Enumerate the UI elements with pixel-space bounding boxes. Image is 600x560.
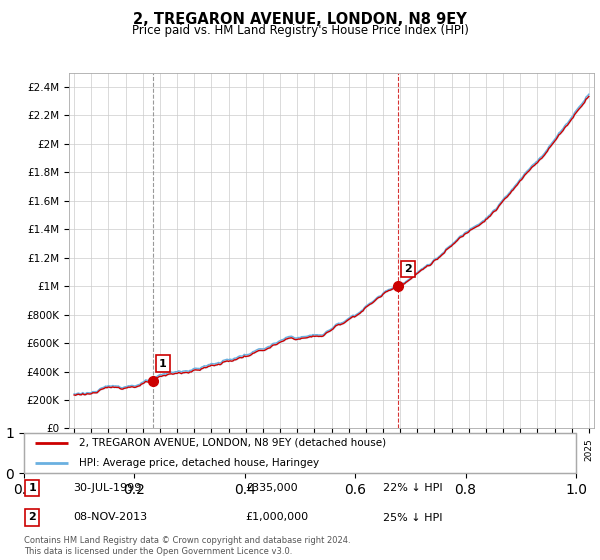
Text: 2, TREGARON AVENUE, LONDON, N8 9EY (detached house): 2, TREGARON AVENUE, LONDON, N8 9EY (deta…	[79, 438, 386, 448]
Text: 30-JUL-1999: 30-JUL-1999	[74, 483, 142, 493]
Text: 08-NOV-2013: 08-NOV-2013	[74, 512, 148, 522]
Text: HPI: Average price, detached house, Haringey: HPI: Average price, detached house, Hari…	[79, 458, 319, 468]
Text: £1,000,000: £1,000,000	[245, 512, 308, 522]
Text: 1: 1	[159, 359, 167, 368]
Text: 2: 2	[28, 512, 36, 522]
Text: Price paid vs. HM Land Registry's House Price Index (HPI): Price paid vs. HM Land Registry's House …	[131, 24, 469, 36]
Text: 25% ↓ HPI: 25% ↓ HPI	[383, 512, 442, 522]
Text: Contains HM Land Registry data © Crown copyright and database right 2024.
This d: Contains HM Land Registry data © Crown c…	[24, 536, 350, 556]
Text: £335,000: £335,000	[245, 483, 298, 493]
Text: 1: 1	[28, 483, 36, 493]
Text: 22% ↓ HPI: 22% ↓ HPI	[383, 483, 442, 493]
Text: 2, TREGARON AVENUE, LONDON, N8 9EY: 2, TREGARON AVENUE, LONDON, N8 9EY	[133, 12, 467, 27]
Text: 2: 2	[404, 264, 412, 274]
